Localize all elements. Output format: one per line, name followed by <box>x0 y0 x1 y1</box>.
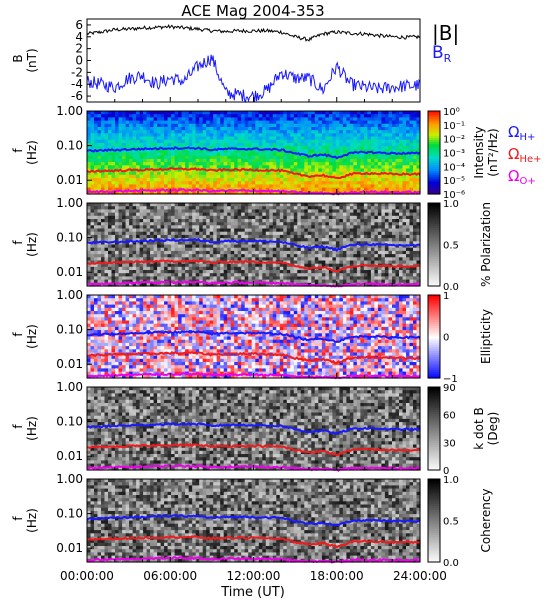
colorbar-label: Coherency <box>479 488 493 552</box>
y-axis-label-main: f <box>11 240 25 245</box>
panel-2: f (Hz) 1.00 0.10 0.01 10⁰ 10⁻¹ 10⁻² 10⁻³ 10⁻⁴ 10⁻⁵… <box>11 104 542 201</box>
x-axis: 00:00:00 06:00:00 12:00:00 18:00:00 24:00:00 <box>60 569 447 583</box>
y-axis-label-main: f <box>11 148 25 153</box>
y-tick-label: 0.01 <box>56 541 83 555</box>
colorbar-tick-label: 0 <box>443 333 449 344</box>
x-tick-label: 24:00:00 <box>393 569 447 583</box>
colorbar-tick-label: 30 <box>443 438 456 449</box>
x-tick-label: 18:00:00 <box>310 569 364 583</box>
y-tick-label: 0.10 <box>56 507 83 521</box>
panel-frame <box>87 19 420 102</box>
colorbar-label: k dot B <box>472 407 486 449</box>
colorbar-label: Ellipticity <box>479 309 493 364</box>
y-tick-label: 0.01 <box>56 357 83 371</box>
colorbar-label: % Polarization <box>479 202 493 287</box>
colorbar-tick-label: 0.5 <box>443 241 459 252</box>
y-axis-label-unit: (nT) <box>25 48 39 72</box>
y-tick-label: 0.10 <box>56 231 83 245</box>
y-tick-label: 0.01 <box>56 173 83 187</box>
y-axis-label-unit: (Hz) <box>25 140 39 165</box>
legend-omega-Hplus: ΩH+ <box>508 123 535 143</box>
y-tick-label: 0.10 <box>56 323 83 337</box>
y-tick-label: 1.00 <box>56 196 83 210</box>
colorbar-tick-label: 10⁻¹ <box>443 121 465 132</box>
legend-b-magnitude: |B| <box>432 21 459 45</box>
y-tick-label: 0.10 <box>56 415 83 429</box>
y-tick-label: -6 <box>71 89 83 103</box>
y-tick-label: 1.00 <box>56 104 83 118</box>
y-axis-label-unit: (Hz) <box>25 232 39 257</box>
y-tick-label: 0.01 <box>56 449 83 463</box>
y-axis-label-main: f <box>11 516 25 521</box>
colorbar-tick-label: 1.0 <box>443 475 459 486</box>
y-tick-label: 1.00 <box>56 472 83 486</box>
colorbar-label: (nT²/Hz) <box>486 128 500 176</box>
colorbar: 1.0 0.5 0.0 Coherency <box>428 475 493 569</box>
colorbar-tick-label: 10⁻⁵ <box>443 176 465 187</box>
series-line-b-r <box>87 55 420 102</box>
legend-omega-Heplus: ΩHe+ <box>508 145 542 165</box>
y-axis-label-unit: (Hz) <box>25 324 39 349</box>
y-axis-label-main: B <box>11 54 25 62</box>
colorbar-tick-label: 0.5 <box>443 517 459 528</box>
x-tick-label: 06:00:00 <box>143 569 197 583</box>
colorbar-tick-label: 90 <box>443 383 456 394</box>
colorbar-label: Intensity <box>472 126 486 178</box>
colorbar-tick-label: 10⁻² <box>443 135 465 146</box>
panel-6: f (Hz) 1.00 0.10 0.01 1.0 0.5 0.0 Coherency <box>11 472 493 569</box>
x-axis-label: Time (UT) <box>220 585 285 600</box>
colorbar-tick-label: 10⁰ <box>443 107 460 118</box>
colorbar: 1.00.50.0% Polarization <box>428 199 493 293</box>
colorbar-tick-label: 1 <box>443 291 449 302</box>
y-tick-label: 0.01 <box>56 265 83 279</box>
colorbar-tick-label: 1.0 <box>443 199 459 210</box>
y-axis-label-unit: (Hz) <box>25 508 39 533</box>
y-tick-label: 1.00 <box>56 288 83 302</box>
series-line-b-magnitude <box>87 25 420 41</box>
colorbar-tick-label: 60 <box>443 411 456 422</box>
legend-b-r: BR <box>432 43 452 65</box>
x-tick-label: 00:00:00 <box>60 569 114 583</box>
colorbar-tick-label: 10⁻⁴ <box>443 162 465 173</box>
y-tick-label: 1.00 <box>56 380 83 394</box>
colorbar-tick-label: 10⁻³ <box>443 149 465 160</box>
colorbar-label: (Deg) <box>486 412 500 446</box>
chart-title: ACE Mag 2004-353 <box>181 2 324 20</box>
y-tick-label: 0.10 <box>56 139 83 153</box>
x-tick-label: 12:00:00 <box>227 569 281 583</box>
colorbar-tick-label: 0.0 <box>443 558 459 569</box>
y-axis-label-unit: (Hz) <box>25 416 39 441</box>
y-axis-label-main: f <box>11 332 25 337</box>
legend-omega-Oplus: ΩO+ <box>508 167 536 187</box>
panel-3: f (Hz)1.000.100.011.00.50.0% Polarization <box>11 196 493 293</box>
y-axis-label-main: f <box>11 424 25 429</box>
